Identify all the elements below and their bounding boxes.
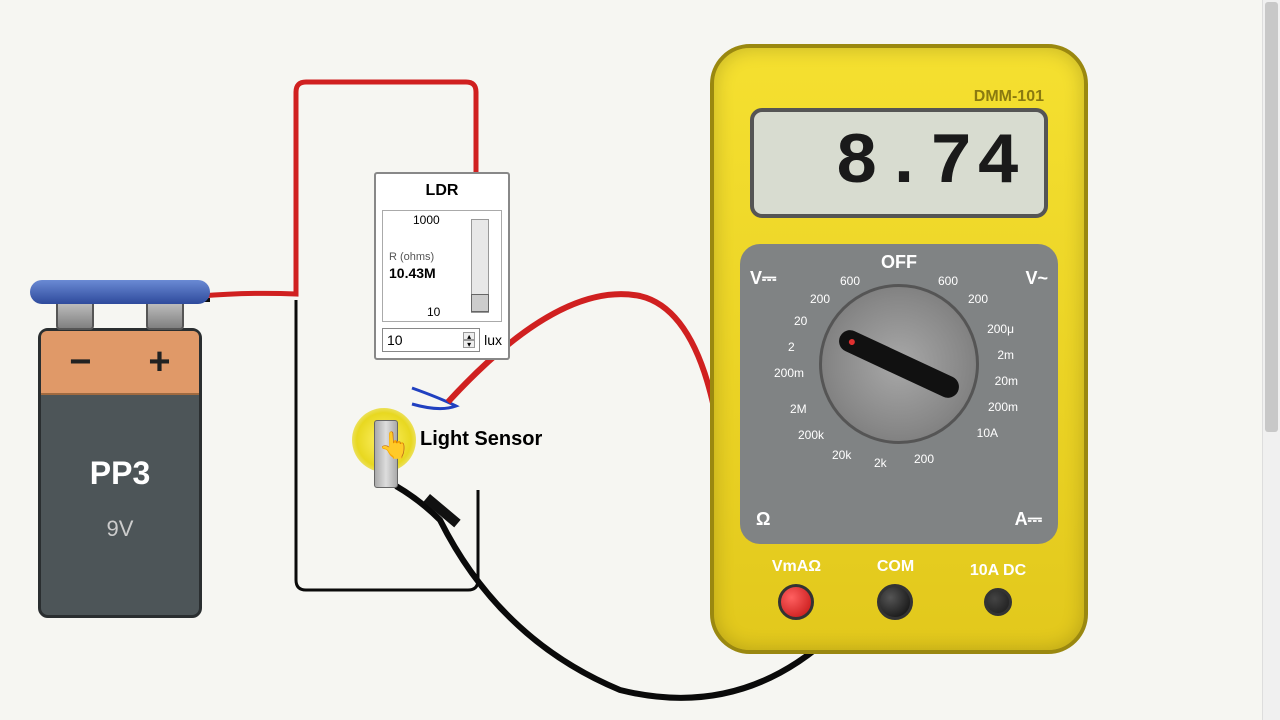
battery-pos-symbol: + [148,341,170,384]
battery-pp3[interactable]: − + PP3 9V [30,280,210,618]
dial-knob[interactable] [835,327,962,402]
ldr-r-value: 10.43M [389,265,436,281]
ldr-slider-track[interactable] [471,219,489,313]
ldr-slider-thumb[interactable] [471,294,489,312]
battery-neg-symbol: − [69,341,91,384]
ldr-config-panel[interactable]: LDR 1000 R (ohms) 10.43M 10 10 ▴ ▾ lux [374,172,510,360]
range-vac-600: 600 [938,274,958,288]
meter-model-label: DMM-101 [974,88,1044,106]
ldr-lux-spinner[interactable]: ▴ ▾ [463,332,475,348]
spinner-up-icon[interactable]: ▴ [463,332,475,340]
ldr-r-label: R (ohms) [389,251,434,263]
battery-terminals [30,300,210,330]
battery-cap [30,280,210,304]
ldr-lux-value: 10 [387,332,403,348]
range-ohm-200k: 200k [798,428,824,442]
range-a-200m: 200m [988,400,1018,414]
jack-10a-label: 10A DC [970,562,1026,580]
meter-rotary-dial[interactable] [819,284,979,444]
range-ohm-2m: 2M [790,402,807,416]
dial-vdc-label: V⎓ [750,268,776,289]
ldr-slider[interactable]: 1000 R (ohms) 10.43M 10 [382,210,502,322]
jack-com-label: COM [877,558,914,576]
range-a-2m: 2m [997,348,1014,362]
dial-off-label: OFF [881,252,917,273]
vertical-scrollbar[interactable] [1262,0,1280,720]
jack-10a[interactable] [984,588,1012,616]
meter-lcd-display: 8.74 [750,108,1048,218]
battery-name: PP3 [41,455,199,492]
range-vdc-200m: 200m [774,366,804,380]
light-sensor-component[interactable] [374,420,398,488]
meter-dial-panel: OFF V⎓ V~ Ω A⎓ 600 200 20 2 200m 600 200… [740,244,1058,544]
jack-com[interactable] [877,584,913,620]
ldr-lux-input[interactable]: 10 ▴ ▾ [382,328,480,352]
range-a-200u: 200μ [987,322,1014,336]
meter-jacks: VmAΩ COM 10A DC [744,558,1054,620]
range-ohm-20k: 20k [832,448,851,462]
jack-vma-label: VmAΩ [772,558,821,576]
battery-body: − + PP3 9V [38,328,202,618]
range-vdc-2: 2 [788,340,795,354]
ldr-slider-max: 1000 [413,213,440,227]
range-vdc-20: 20 [794,314,807,328]
battery-voltage: 9V [41,516,199,542]
dial-indicator-dot [848,338,856,346]
dial-vac-label: V~ [1025,268,1048,289]
range-a-20m: 20m [995,374,1018,388]
range-ohm-2k: 2k [874,456,887,470]
range-a-10a: 10A [977,426,998,440]
ldr-slider-min: 10 [427,305,440,319]
ldr-lux-unit: lux [484,332,502,348]
digital-multimeter[interactable]: DMM-101 8.74 OFF V⎓ V~ Ω A⎓ 600 200 20 2… [710,44,1088,654]
range-ohm-200: 200 [914,452,934,466]
dial-ohm-label: Ω [756,509,770,530]
scrollbar-thumb[interactable] [1265,2,1278,432]
jack-vma[interactable] [778,584,814,620]
spinner-down-icon[interactable]: ▾ [463,340,475,348]
range-vdc-200: 200 [810,292,830,306]
light-sensor-label: Light Sensor [420,428,542,451]
range-vdc-600: 600 [840,274,860,288]
range-vac-200: 200 [968,292,988,306]
dial-amp-label: A⎓ [1015,509,1042,530]
ldr-title: LDR [382,182,502,200]
